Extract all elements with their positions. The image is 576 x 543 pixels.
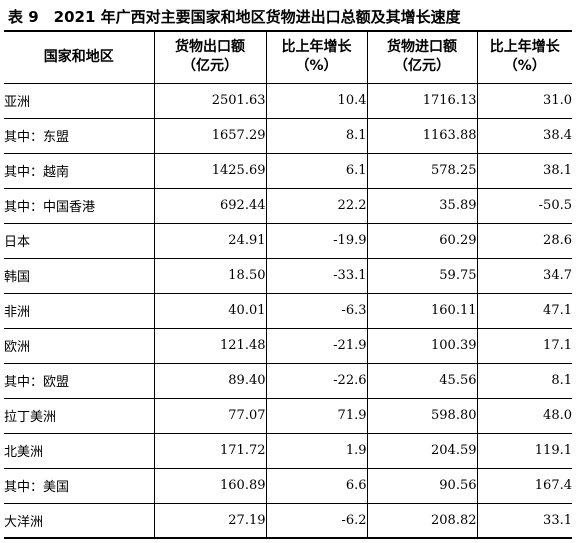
header-row: 国家和地区 货物出口额 （亿元） 比上年增长 （%） 货物进口额 （亿元） 比上…: [4, 31, 572, 84]
export-growth-value: -33.1: [265, 258, 367, 294]
table-title: 表 9 2021 年广西对主要国家和地区货物进出口总额及其增长速度: [8, 8, 461, 26]
header-import-growth: 比上年增长 （%）: [476, 31, 572, 84]
table-row: 北美洲 171.72 1.9 204.59 119.1: [4, 433, 572, 469]
import-value: 59.75: [366, 258, 477, 294]
region-cell: 其中：欧盟: [4, 363, 154, 399]
region-cell: 其中：美国: [4, 468, 154, 504]
header-export-growth-unit: （%）: [295, 58, 338, 75]
header-export-unit: （亿元）: [182, 58, 238, 75]
export-value: 24.91: [153, 223, 266, 259]
export-growth-value: 6.6: [265, 468, 367, 504]
header-region: 国家和地区: [4, 31, 154, 84]
table-row: 韩国 18.50 -33.1 59.75 34.7: [4, 258, 572, 294]
export-growth-value: 6.1: [265, 153, 367, 189]
export-value: 27.19: [153, 503, 266, 539]
export-growth-value: -21.9: [265, 328, 367, 364]
table-row: 非洲 40.01 -6.3 160.11 47.1: [4, 293, 572, 329]
region-cell: 日本: [4, 223, 154, 259]
export-value: 2501.63: [153, 83, 266, 119]
export-growth-value: -19.9: [265, 223, 367, 259]
table-row: 其中：中国香港 692.44 22.2 35.89 -50.5: [4, 188, 572, 224]
export-value: 171.72: [153, 433, 266, 469]
table-row: 大洋洲 27.19 -6.2 208.82 33.1: [4, 503, 572, 539]
import-value: 100.39: [366, 328, 477, 364]
import-value: 598.80: [366, 398, 477, 434]
export-value: 160.89: [153, 468, 266, 504]
export-value: 89.40: [153, 363, 266, 399]
import-value: 1163.88: [366, 118, 477, 154]
table-row: 其中：欧盟 89.40 -22.6 45.56 8.1: [4, 363, 572, 399]
import-value: 90.56: [366, 468, 477, 504]
import-growth-value: 48.0: [476, 398, 572, 434]
import-value: 160.11: [366, 293, 477, 329]
region-cell: 韩国: [4, 258, 154, 294]
import-growth-value: 28.6: [476, 223, 572, 259]
export-value: 692.44: [153, 188, 266, 224]
header-import-growth-label: 比上年增长: [489, 39, 560, 56]
import-value: 45.56: [366, 363, 477, 399]
table-row: 日本 24.91 -19.9 60.29 28.6: [4, 223, 572, 259]
header-import-growth-unit: （%）: [503, 58, 546, 75]
export-growth-value: 8.1: [265, 118, 367, 154]
table-row: 欧洲 121.48 -21.9 100.39 17.1: [4, 328, 572, 364]
table-row: 其中：越南 1425.69 6.1 578.25 38.1: [4, 153, 572, 189]
region-cell: 亚洲: [4, 83, 154, 119]
export-growth-value: 22.2: [265, 188, 367, 224]
header-export-growth: 比上年增长 （%）: [265, 31, 367, 84]
export-value: 18.50: [153, 258, 266, 294]
header-export-growth-label: 比上年增长: [281, 39, 352, 56]
import-growth-value: 31.0: [476, 83, 572, 119]
table-row: 拉丁美洲 77.07 71.9 598.80 48.0: [4, 398, 572, 434]
export-value: 1425.69: [153, 153, 266, 189]
region-cell: 大洋洲: [4, 503, 154, 539]
export-growth-value: 71.9: [265, 398, 367, 434]
import-growth-value: 33.1: [476, 503, 572, 539]
trade-table: 国家和地区 货物出口额 （亿元） 比上年增长 （%） 货物进口额 （亿元） 比上…: [4, 30, 572, 539]
import-growth-value: -50.5: [476, 188, 572, 224]
header-import-label: 货物进口额: [387, 39, 457, 56]
header-region-label: 国家和地区: [43, 48, 114, 65]
header-export: 货物出口额 （亿元）: [153, 31, 266, 84]
import-value: 204.59: [366, 433, 477, 469]
import-value: 35.89: [366, 188, 477, 224]
import-growth-value: 119.1: [476, 433, 572, 469]
region-cell: 北美洲: [4, 433, 154, 469]
region-cell: 拉丁美洲: [4, 398, 154, 434]
region-cell: 其中：越南: [4, 153, 154, 189]
import-growth-value: 17.1: [476, 328, 572, 364]
export-growth-value: -6.2: [265, 503, 367, 539]
export-value: 40.01: [153, 293, 266, 329]
import-value: 60.29: [366, 223, 477, 259]
header-import-unit: （亿元）: [394, 58, 450, 75]
export-growth-value: -22.6: [265, 363, 367, 399]
export-growth-value: -6.3: [265, 293, 367, 329]
export-value: 77.07: [153, 398, 266, 434]
import-value: 1716.13: [366, 83, 477, 119]
import-growth-value: 38.4: [476, 118, 572, 154]
region-cell: 其中：东盟: [4, 118, 154, 154]
import-growth-value: 8.1: [476, 363, 572, 399]
export-growth-value: 1.9: [265, 433, 367, 469]
region-cell: 其中：中国香港: [4, 188, 154, 224]
export-value: 1657.29: [153, 118, 266, 154]
import-growth-value: 167.4: [476, 468, 572, 504]
header-import: 货物进口额 （亿元）: [366, 31, 477, 84]
table-row: 其中：东盟 1657.29 8.1 1163.88 38.4: [4, 118, 572, 154]
region-cell: 非洲: [4, 293, 154, 329]
table-row: 其中：美国 160.89 6.6 90.56 167.4: [4, 468, 572, 504]
import-value: 208.82: [366, 503, 477, 539]
table-row: 亚洲 2501.63 10.4 1716.13 31.0: [4, 83, 572, 119]
import-growth-value: 34.7: [476, 258, 572, 294]
import-growth-value: 47.1: [476, 293, 572, 329]
header-export-label: 货物出口额: [175, 39, 245, 56]
import-growth-value: 38.1: [476, 153, 572, 189]
import-value: 578.25: [366, 153, 477, 189]
export-value: 121.48: [153, 328, 266, 364]
region-cell: 欧洲: [4, 328, 154, 364]
export-growth-value: 10.4: [265, 83, 367, 119]
